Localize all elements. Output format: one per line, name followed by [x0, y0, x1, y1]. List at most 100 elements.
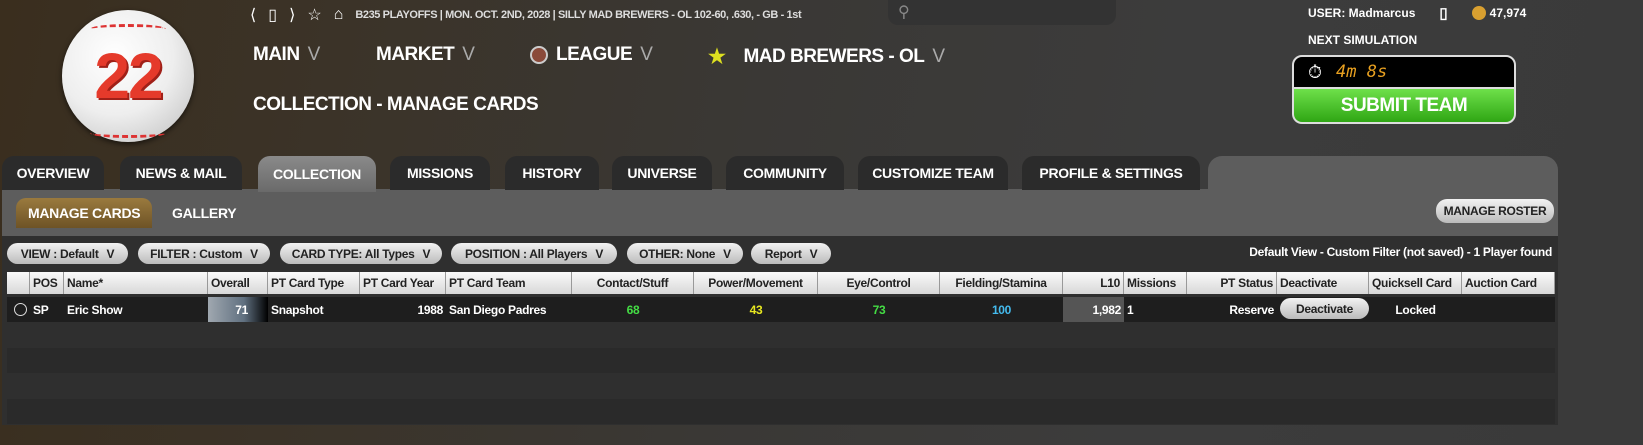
chevron-down-icon: V: [595, 246, 604, 261]
row-select-radio[interactable]: [11, 297, 30, 322]
tab-collection[interactable]: COLLECTION: [258, 156, 376, 192]
column-header-overall[interactable]: Overall: [208, 272, 268, 294]
tab-news-mail[interactable]: NEWS & MAIL: [120, 156, 242, 190]
cell-pt-status: Reserve: [1229, 302, 1274, 317]
cell-eye: 73: [872, 302, 886, 317]
tab-community[interactable]: COMMUNITY: [726, 156, 844, 190]
stopwatch-icon: ⏱: [1308, 61, 1323, 82]
top-bar: ⟨ ▯ ⟩ ☆ ⌂ B235 PLAYOFFS | MON. OCT. 2ND,…: [250, 3, 802, 27]
mobile-icon[interactable]: ▯: [268, 7, 278, 24]
nav-market[interactable]: MARKET V: [376, 44, 475, 66]
search-icon: ⚲: [898, 4, 910, 21]
column-header-l10[interactable]: L10: [1063, 272, 1124, 294]
view-dropdown[interactable]: VIEW : Default V: [7, 243, 128, 264]
chevron-down-icon: V: [723, 246, 731, 261]
star-icon[interactable]: ☆: [307, 7, 322, 24]
column-header-card-team[interactable]: PT Card Team: [446, 272, 572, 294]
submit-team-button[interactable]: SUBMIT TEAM: [1292, 89, 1516, 124]
coin-balance: 47,974: [1489, 6, 1527, 20]
tab-missions[interactable]: MISSIONS: [390, 156, 490, 190]
deactivate-button[interactable]: Deactivate: [1280, 298, 1369, 319]
view-label: VIEW : Default: [20, 246, 99, 261]
nav-market-label: MARKET: [376, 44, 455, 65]
league-icon: [530, 46, 548, 64]
column-header-missions[interactable]: Missions: [1124, 272, 1187, 294]
cell-name[interactable]: Eric Show: [67, 302, 123, 317]
sim-timer: ⏱ 4m 8s: [1292, 55, 1516, 89]
nav-team[interactable]: ★ MAD BREWERS - OL V: [708, 44, 945, 69]
card-type-dropdown[interactable]: CARD TYPE: All Types V: [280, 243, 442, 264]
cell-card-year: 1988: [417, 302, 444, 317]
column-header-contact[interactable]: Contact/Stuff: [572, 272, 694, 294]
report-label: Report: [764, 246, 802, 261]
column-header-auction[interactable]: Auction Card: [1462, 272, 1555, 294]
empty-row: [7, 348, 1555, 373]
position-label: POSITION : All Players: [464, 246, 588, 261]
tab-profile-settings[interactable]: PROFILE & SETTINGS: [1022, 156, 1200, 190]
chevron-down-icon: V: [809, 246, 818, 261]
report-dropdown[interactable]: Report V: [751, 243, 831, 264]
game-logo[interactable]: 22: [62, 10, 194, 142]
page-title: COLLECTION - MANAGE CARDS: [253, 94, 539, 115]
forward-icon[interactable]: ⟩: [289, 7, 296, 24]
cell-overall: 71: [208, 297, 268, 322]
chevron-down-icon: V: [640, 44, 653, 65]
cell-pos: SP: [33, 302, 49, 317]
filter-dropdown[interactable]: FILTER : Custom V: [138, 243, 270, 264]
tab-customize-team[interactable]: CUSTOMIZE TEAM: [858, 156, 1008, 190]
chevron-down-icon: V: [307, 44, 321, 65]
chevron-down-icon: V: [932, 45, 945, 67]
cell-contact: 68: [626, 302, 640, 317]
cell-l10: 1,982: [1063, 297, 1124, 322]
user-label: USER: Madmarcus: [1308, 6, 1416, 20]
column-header-card-type[interactable]: PT Card Type: [268, 272, 360, 294]
search-input[interactable]: ⚲: [888, 0, 1116, 25]
column-header-fielding[interactable]: Fielding/Stamina: [940, 272, 1063, 294]
filter-label: FILTER : Custom: [150, 246, 243, 261]
seam-top: [90, 24, 166, 34]
column-header-power[interactable]: Power/Movement: [694, 272, 818, 294]
nav-main-label: MAIN: [253, 44, 300, 65]
tab-history[interactable]: HISTORY: [505, 156, 599, 190]
chevron-down-icon: V: [250, 246, 258, 261]
cell-fielding: 100: [991, 302, 1012, 317]
column-header-pos[interactable]: POS: [30, 272, 64, 294]
position-dropdown[interactable]: POSITION : All Players V: [451, 243, 617, 264]
cell-quicksell: Locked: [1395, 302, 1436, 317]
subtab-manage-cards[interactable]: MANAGE CARDS: [16, 198, 153, 228]
tab-overview[interactable]: OVERVIEW: [2, 156, 104, 190]
nav-league-label: LEAGUE: [556, 44, 633, 65]
other-label: OTHER: None: [639, 246, 716, 261]
nav-league[interactable]: LEAGUE V: [530, 44, 653, 66]
column-header-card-year[interactable]: PT Card Year: [360, 272, 446, 294]
cell-card-team: San Diego Padres: [449, 302, 547, 317]
chevron-down-icon: V: [422, 246, 431, 261]
chevron-down-icon: V: [106, 246, 115, 261]
next-sim-label: NEXT SIMULATION: [1308, 33, 1418, 47]
other-dropdown[interactable]: OTHER: None V: [627, 243, 743, 264]
manage-roster-button[interactable]: MANAGE ROSTER: [1436, 199, 1554, 223]
tab-universe[interactable]: UNIVERSE: [612, 156, 712, 190]
logo-number: 22: [94, 40, 163, 112]
back-icon[interactable]: ⟨: [250, 7, 257, 24]
home-icon[interactable]: ⌂: [333, 6, 344, 23]
team-icon: ★: [708, 46, 726, 68]
nav-main[interactable]: MAIN V: [253, 44, 320, 66]
mobile-icon[interactable]: ▯: [1439, 5, 1448, 22]
tab-strip-filler: [1208, 156, 1558, 192]
empty-row: [7, 399, 1555, 424]
list-area: [2, 236, 1558, 425]
chevron-down-icon: V: [462, 44, 475, 65]
cell-auction: [1462, 297, 1555, 322]
filter-status: Default View - Custom Filter (not saved)…: [1249, 245, 1552, 259]
timer-value: 4m 8s: [1336, 62, 1388, 82]
column-header-name[interactable]: Name*: [64, 272, 208, 294]
column-header-deactivate[interactable]: Deactivate: [1277, 272, 1369, 294]
coin-icon: [1471, 6, 1486, 20]
subtab-gallery[interactable]: GALLERY: [172, 205, 237, 221]
league-status: B235 PLAYOFFS | MON. OCT. 2ND, 2028 | SI…: [355, 9, 802, 21]
column-header-eye[interactable]: Eye/Control: [818, 272, 940, 294]
column-header-quicksell[interactable]: Quicksell Card: [1369, 272, 1462, 294]
user-info: USER: Madmarcus ▯ 47,974: [1308, 4, 1526, 22]
column-header-pt-status[interactable]: PT Status: [1187, 272, 1277, 294]
